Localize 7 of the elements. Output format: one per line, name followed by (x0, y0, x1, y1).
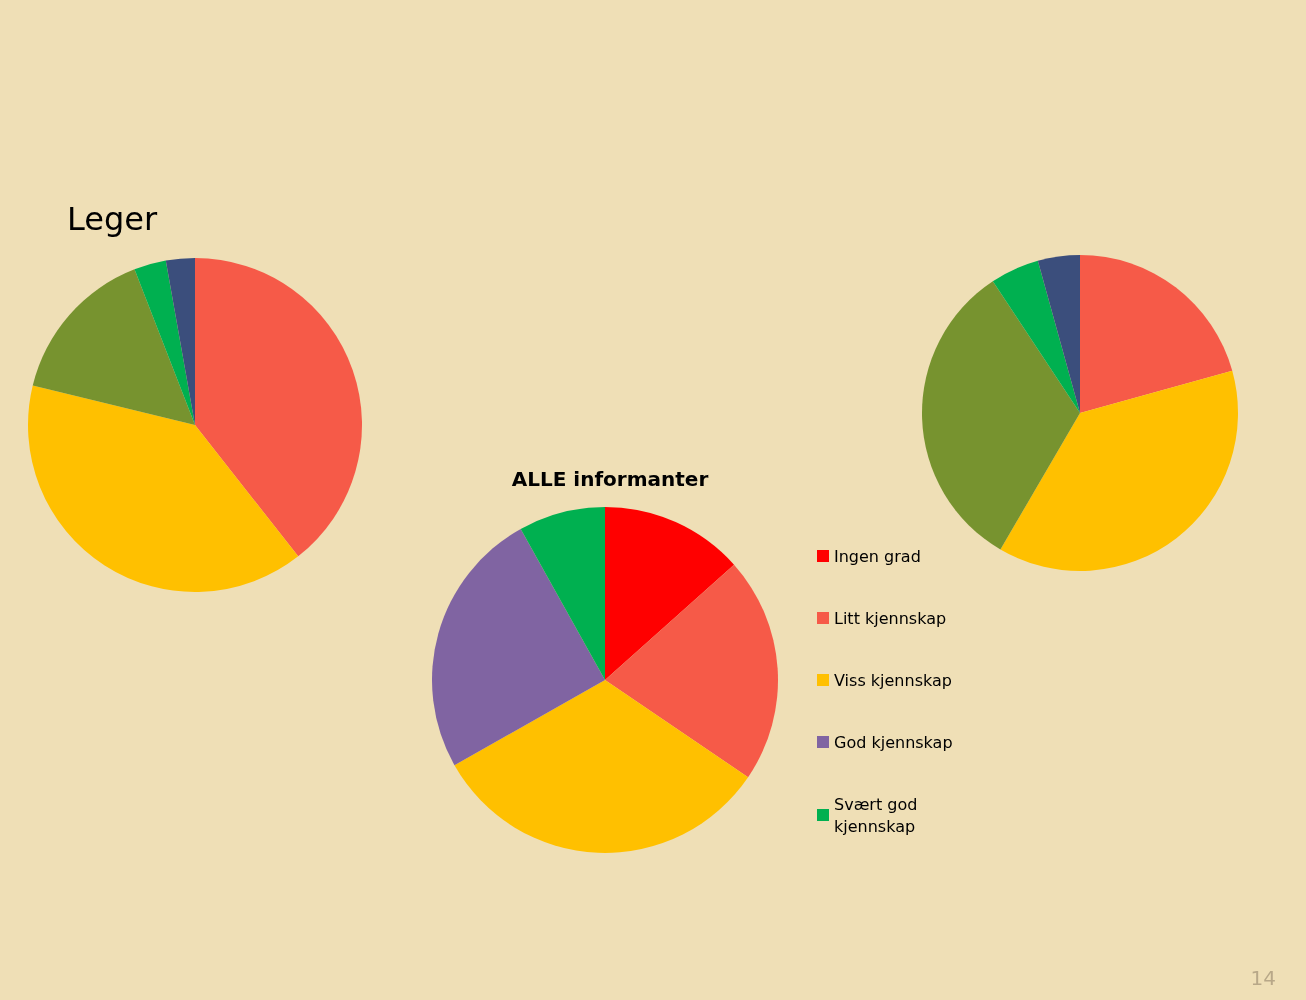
legend-label: God kjennskap (834, 732, 953, 752)
chart-title: Leger (67, 200, 158, 238)
chart-title: ALLE informanter (511, 467, 709, 491)
legend-label: Ingen grad (834, 546, 921, 566)
legend-label: Svært god kjennskap (834, 794, 923, 836)
legend-label: Litt kjennskap (834, 608, 947, 628)
legend-label: Viss kjennskap (834, 670, 952, 690)
